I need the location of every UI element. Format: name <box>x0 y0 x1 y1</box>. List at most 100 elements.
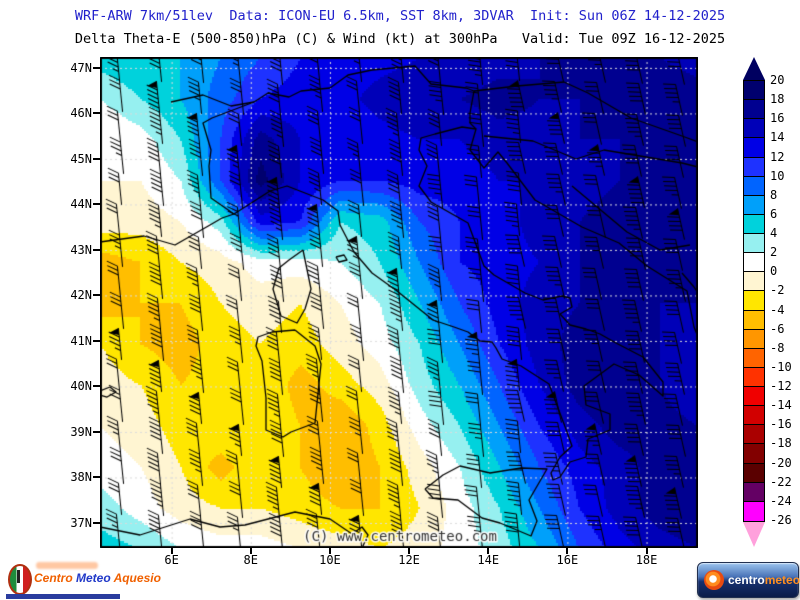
logo-left-word2: Meteo <box>76 571 114 585</box>
colorbar <box>743 57 765 547</box>
lon-label: 14E <box>477 553 500 567</box>
colorbar-segment <box>744 138 764 158</box>
colorbar-label: 8 <box>770 187 778 202</box>
colorbar-segment <box>744 100 764 120</box>
logo-right-text: centrometeo <box>728 573 800 587</box>
colorbar-segment <box>744 406 764 426</box>
colorbar-label: -4 <box>770 302 785 317</box>
colorbar-segment <box>744 482 764 502</box>
weather-map-canvas <box>100 57 698 548</box>
logo-left-text: Centro Meteo Aquesio <box>34 571 161 585</box>
lat-tick <box>93 430 100 433</box>
colorbar-label: 14 <box>770 130 785 145</box>
lat-tick <box>93 385 100 388</box>
colorbar-segment <box>744 234 764 254</box>
colorbar-label: -18 <box>770 436 792 451</box>
centrometeo-logo: centrometeo <box>697 562 800 598</box>
lat-tick <box>93 157 100 160</box>
colorbar-segment <box>744 444 764 464</box>
colorbar-segment <box>744 425 764 445</box>
colorbar-label: 0 <box>770 264 778 279</box>
lon-tick <box>645 548 648 554</box>
lat-tick <box>93 476 100 479</box>
lat-tick <box>93 66 100 69</box>
lat-tick <box>93 339 100 342</box>
logo-right-word1: centro <box>728 573 765 587</box>
lat-label: 44N <box>70 197 92 212</box>
lat-tick <box>93 248 100 251</box>
lat-label: 39N <box>70 424 92 439</box>
lon-label: 18E <box>635 553 658 567</box>
logo-left-word3: Aquesio <box>113 571 161 585</box>
colorbar-label: 10 <box>770 168 785 183</box>
lon-tick <box>170 548 173 554</box>
lat-label: 41N <box>70 333 92 348</box>
lat-label: 45N <box>70 151 92 166</box>
colorbar-segment <box>744 214 764 234</box>
colorbar-segment <box>744 253 764 273</box>
lat-label: 40N <box>70 379 92 394</box>
colorbar-label: -6 <box>770 321 785 336</box>
colorbar-segment <box>744 157 764 177</box>
colorbar-label: -8 <box>770 340 785 355</box>
colorbar-label: -14 <box>770 398 792 413</box>
logo-left-strip <box>6 594 120 599</box>
colorbar-segment <box>744 81 764 101</box>
lon-tick <box>328 548 331 554</box>
lat-label: 43N <box>70 242 92 257</box>
colorbar-arrow-up <box>743 57 765 80</box>
colorbar-segment <box>744 501 764 521</box>
colorbar-label: -20 <box>770 455 792 470</box>
lon-tick <box>249 548 252 554</box>
colorbar-segment <box>744 329 764 349</box>
lon-label: 8E <box>243 553 258 567</box>
colorbar-segment <box>744 310 764 330</box>
lat-tick <box>93 203 100 206</box>
colorbar-segment <box>744 387 764 407</box>
lon-label: 6E <box>164 553 179 567</box>
logo-right-word2: meteo <box>764 573 800 587</box>
colorbar-segment <box>744 195 764 215</box>
lon-tick <box>408 548 411 554</box>
colorbar-segment <box>744 367 764 387</box>
lat-label: 46N <box>70 106 92 121</box>
colorbar-label: -26 <box>770 512 792 527</box>
centro-meteo-aquesio-logo: Centro Meteo Aquesio <box>6 561 161 600</box>
lon-label: 16E <box>556 553 579 567</box>
colorbar-label: -2 <box>770 283 785 298</box>
colorbar-label: -10 <box>770 359 792 374</box>
colorbar-label: -16 <box>770 417 792 432</box>
lat-label: 42N <box>70 288 92 303</box>
colorbar-label: -12 <box>770 379 792 394</box>
colorbar-label: 20 <box>770 73 785 87</box>
model-header-line: WRF-ARW 7km/51lev Data: ICON-EU 6.5km, S… <box>74 8 726 24</box>
colorbar-segment <box>744 272 764 292</box>
colorbar-label: -22 <box>770 474 792 489</box>
flag-figure-icon <box>17 570 20 583</box>
lon-label: 12E <box>398 553 420 567</box>
lat-label: 47N <box>70 60 92 75</box>
logo-left-word1: Centro <box>34 571 76 585</box>
colorbar-arrow-down <box>743 521 765 547</box>
lat-label: 37N <box>70 515 92 530</box>
colorbar-label: 2 <box>770 245 778 260</box>
lat-label: 38N <box>70 470 92 485</box>
lat-tick <box>93 294 100 297</box>
centrometeo-swirl-icon <box>704 570 724 590</box>
colorbar-segment <box>744 348 764 368</box>
lon-tick <box>566 548 569 554</box>
colorbar-label: 4 <box>770 226 778 241</box>
colorbar-segment <box>744 176 764 196</box>
lon-tick <box>487 548 490 554</box>
colorbar-label: 18 <box>770 92 785 107</box>
logo-smudge <box>36 562 98 569</box>
colorbar-label: 6 <box>770 206 778 221</box>
colorbar-label: 16 <box>770 111 785 126</box>
colorbar-label: -24 <box>770 493 792 508</box>
lat-tick <box>93 112 100 115</box>
lon-label: 10E <box>319 553 341 567</box>
colorbar-segment <box>744 291 764 311</box>
colorbar-label: 12 <box>770 149 785 164</box>
colorbar-bar <box>743 80 765 522</box>
